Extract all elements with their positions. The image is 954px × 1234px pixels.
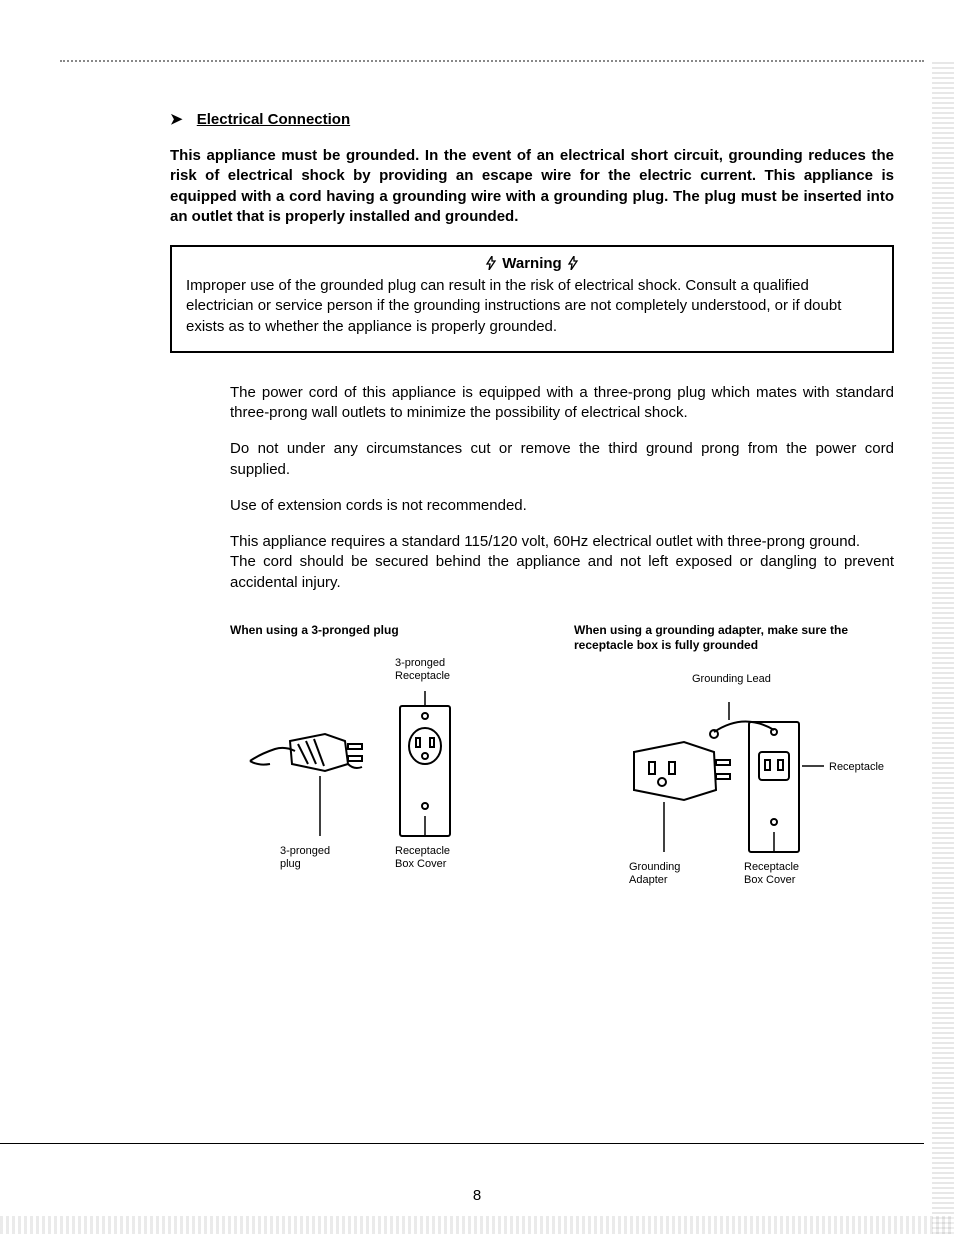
manual-page: ➤ Electrical Connection This appliance m… bbox=[0, 0, 954, 1234]
warning-title-text: Warning bbox=[502, 255, 561, 272]
warning-box: Warning Improper use of the grounded plu… bbox=[170, 245, 894, 353]
diagram-right: When using a grounding adapter, make sur… bbox=[574, 623, 894, 912]
diagram-right-title: When using a grounding adapter, make sur… bbox=[574, 623, 894, 654]
paragraph: The power cord of this appliance is equi… bbox=[230, 383, 894, 424]
bottom-rule bbox=[0, 1143, 924, 1144]
intro-paragraph: This appliance must be grounded. In the … bbox=[170, 146, 894, 227]
label-cover: Receptacle Box Cover bbox=[395, 845, 453, 870]
scan-artifact-bottom bbox=[0, 1216, 954, 1234]
warning-body: Improper use of the grounded plug can re… bbox=[186, 276, 878, 337]
label-plug: 3-pronged plug bbox=[280, 845, 333, 870]
label-top: 3-pronged Receptacle bbox=[395, 657, 450, 682]
paragraph: Use of extension cords is not recommende… bbox=[230, 496, 894, 516]
bolt-icon bbox=[566, 255, 580, 272]
paragraph: The cord should be secured behind the ap… bbox=[230, 552, 894, 593]
diagram-left-svg: 3-pronged Receptacle 3-pronged plug Rece… bbox=[230, 646, 490, 896]
warning-title: Warning bbox=[186, 255, 878, 272]
body-paragraphs: The power cord of this appliance is equi… bbox=[230, 383, 894, 593]
heading-title: Electrical Connection bbox=[197, 111, 350, 128]
label-cover: Receptacle Box Cover bbox=[744, 861, 802, 886]
scan-artifact-right bbox=[932, 60, 954, 1234]
label-adapter: Grounding Adapter bbox=[629, 861, 683, 886]
page-number: 8 bbox=[473, 1187, 481, 1204]
bolt-icon bbox=[484, 255, 502, 272]
label-top: Grounding Lead bbox=[692, 673, 771, 685]
bullet-icon: ➤ bbox=[170, 110, 183, 128]
paragraph: Do not under any circumstances cut or re… bbox=[230, 439, 894, 480]
top-rule bbox=[60, 60, 924, 62]
diagram-right-svg: Grounding Lead Grounding Adapter Recepta… bbox=[574, 662, 894, 912]
section-heading: ➤ Electrical Connection bbox=[170, 110, 894, 128]
paragraph: This appliance requires a standard 115/1… bbox=[230, 532, 894, 552]
diagram-row: When using a 3-pronged plug bbox=[230, 623, 894, 912]
diagram-left: When using a 3-pronged plug bbox=[230, 623, 534, 912]
label-receptacle: Receptacle bbox=[829, 761, 884, 773]
diagram-left-title: When using a 3-pronged plug bbox=[230, 623, 534, 639]
